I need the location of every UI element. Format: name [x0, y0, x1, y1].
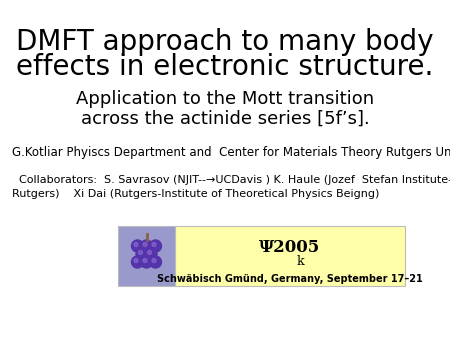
Text: G.Kotliar Phyiscs Department and  Center for Materials Theory Rutgers University: G.Kotliar Phyiscs Department and Center …	[12, 146, 450, 159]
Circle shape	[131, 256, 144, 268]
Circle shape	[140, 240, 153, 252]
Circle shape	[143, 259, 147, 263]
Bar	[118, 226, 175, 286]
Circle shape	[152, 242, 156, 246]
Circle shape	[145, 248, 157, 260]
Text: Collaborators:  S. Savrasov (NJIT--→UCDavis ) K. Haule (Jozef  Stefan Institute-: Collaborators: S. Savrasov (NJIT--→UCDav…	[12, 175, 450, 185]
Circle shape	[136, 248, 148, 260]
Circle shape	[139, 250, 143, 255]
Circle shape	[148, 250, 152, 255]
Circle shape	[134, 242, 138, 246]
Text: across the actinide series [5f’s].: across the actinide series [5f’s].	[81, 110, 369, 128]
Circle shape	[134, 259, 138, 263]
Text: k: k	[296, 255, 304, 268]
Circle shape	[140, 256, 153, 268]
Bar	[175, 226, 405, 286]
Text: Ψ2005: Ψ2005	[259, 239, 320, 256]
Circle shape	[152, 259, 156, 263]
Circle shape	[149, 240, 162, 252]
Circle shape	[149, 256, 162, 268]
Text: Schwäbisch Gmünd, Germany, September 17–21: Schwäbisch Gmünd, Germany, September 17–…	[157, 274, 423, 284]
Text: DMFT approach to many body: DMFT approach to many body	[16, 28, 434, 56]
Text: effects in electronic structure.: effects in electronic structure.	[16, 53, 434, 81]
Circle shape	[143, 242, 147, 246]
Circle shape	[131, 240, 144, 252]
Text: Rutgers)    Xi Dai (Rutgers-Institute of Theoretical Physics Beigng): Rutgers) Xi Dai (Rutgers-Institute of Th…	[12, 189, 379, 199]
Text: Application to the Mott transition: Application to the Mott transition	[76, 90, 374, 108]
